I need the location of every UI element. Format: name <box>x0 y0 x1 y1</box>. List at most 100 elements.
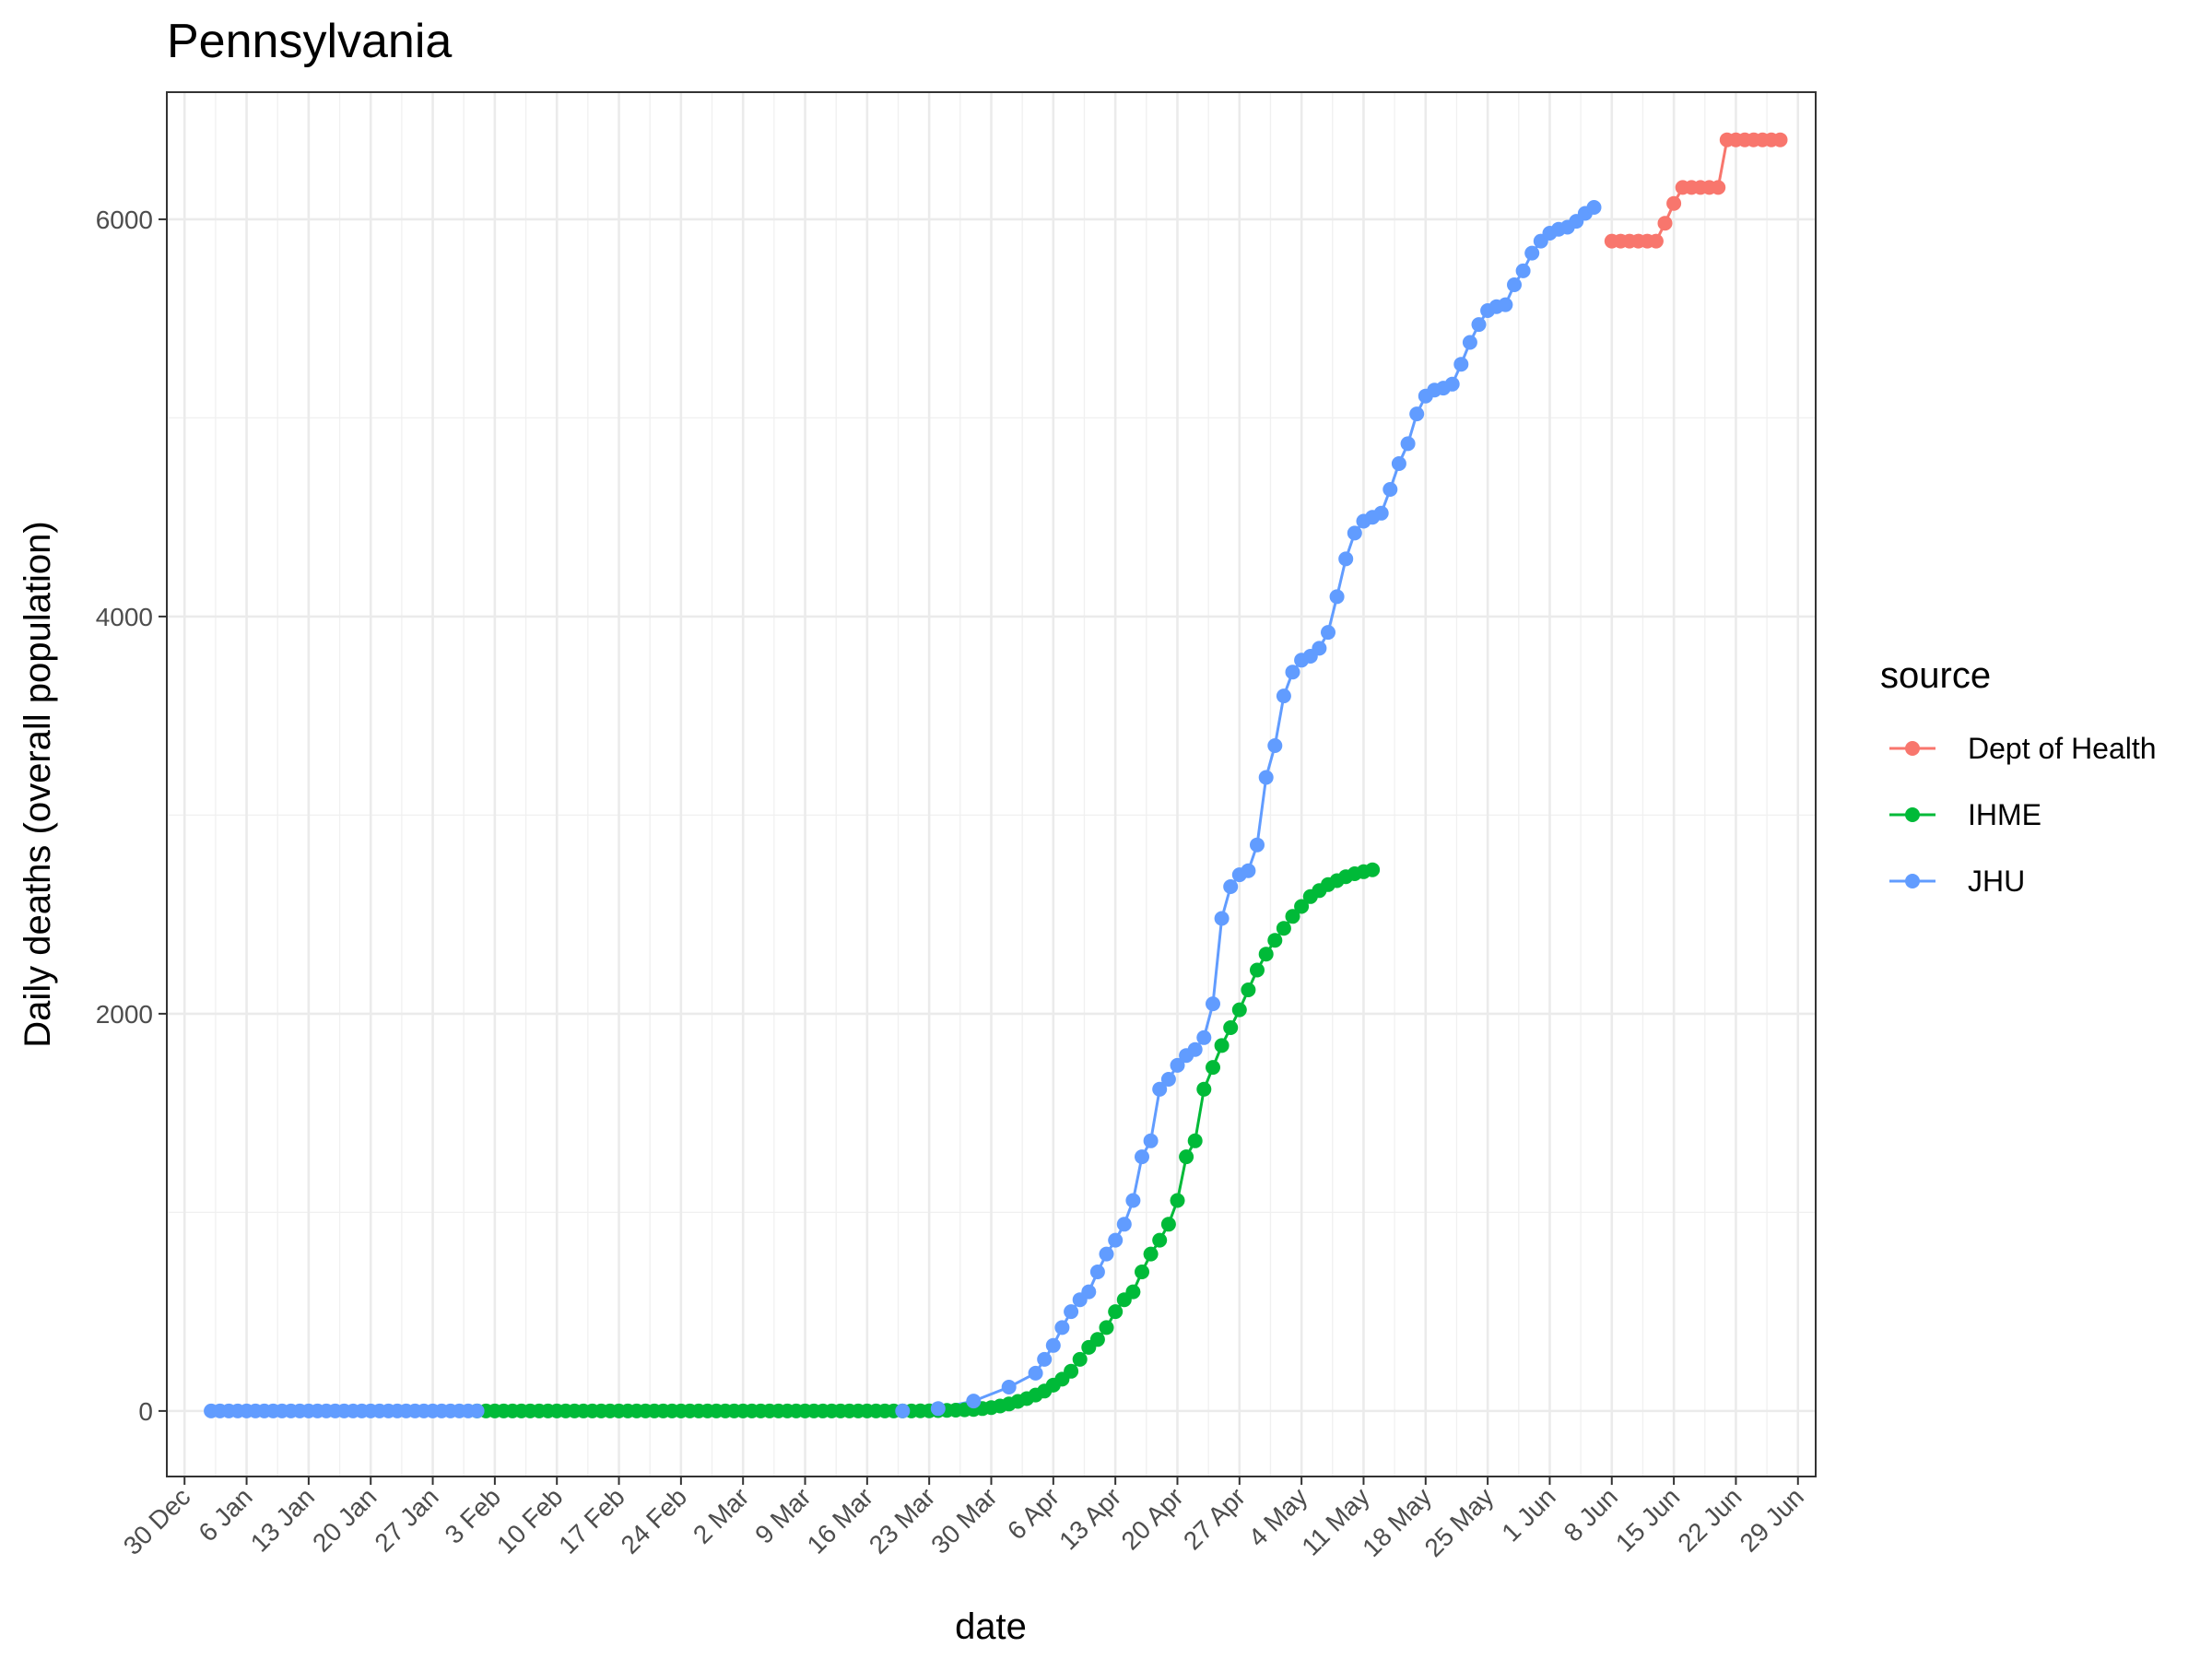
data-point-ihme <box>1179 1149 1194 1165</box>
data-point-jhu <box>1515 263 1531 278</box>
data-point-jhu <box>1453 357 1469 372</box>
data-point-jhu <box>1045 1337 1061 1353</box>
data-point-ihme <box>1206 1060 1220 1076</box>
data-point-jhu <box>1160 1072 1176 1087</box>
y-axis-label: Daily deaths (overall population) <box>18 521 58 1047</box>
data-point-jhu <box>895 1403 911 1418</box>
legend-key-point-ihme <box>1905 807 1920 822</box>
data-point-ihme <box>1125 1284 1141 1300</box>
data-point-jhu <box>1524 245 1540 261</box>
data-point-jhu <box>1001 1380 1017 1394</box>
data-point-jhu <box>1187 1041 1203 1057</box>
data-point-jhu <box>1116 1217 1132 1232</box>
data-point-jhu <box>1170 1057 1185 1073</box>
data-point-jhu <box>1321 625 1335 641</box>
data-point-jhu <box>1028 1365 1043 1381</box>
data-point-ihme <box>1108 1304 1124 1320</box>
data-point-jhu <box>1152 1081 1168 1097</box>
legend: source Dept of Health IHME JHU <box>1880 655 2157 898</box>
data-point-jhu <box>1206 996 1220 1012</box>
data-point-jhu <box>930 1401 946 1417</box>
data-point-jhu <box>1241 863 1256 878</box>
data-point-jhu <box>966 1394 982 1409</box>
data-point-ihme <box>1099 1320 1114 1335</box>
data-point-jhu <box>1143 1133 1159 1148</box>
x-axis-label: date <box>955 1606 1027 1647</box>
grid <box>167 92 1816 1477</box>
data-point-jhu <box>1409 406 1425 422</box>
data-point-ihme <box>1160 1217 1176 1232</box>
data-point-dept-of-health <box>1666 195 1682 211</box>
data-point-dept-of-health <box>1657 216 1673 231</box>
data-point-jhu <box>1064 1304 1079 1320</box>
data-point-dept-of-health <box>1648 233 1664 249</box>
data-point-jhu <box>1382 482 1398 497</box>
data-point-jhu <box>469 1403 485 1418</box>
data-point-ihme <box>1250 962 1265 978</box>
legend-key-point-jhu <box>1905 874 1920 888</box>
data-point-jhu <box>1196 1030 1212 1045</box>
data-point-jhu <box>1037 1351 1053 1367</box>
data-point-dept-of-health <box>1772 132 1788 147</box>
data-point-ihme <box>1365 862 1381 877</box>
data-point-jhu <box>1125 1193 1141 1208</box>
data-point-jhu <box>1089 1265 1105 1279</box>
data-point-jhu <box>1081 1284 1097 1300</box>
y-axis-ticks: 0 2000 4000 6000 <box>96 206 167 1426</box>
data-point-ihme <box>1214 1038 1230 1053</box>
data-point-ihme <box>1187 1133 1203 1148</box>
data-point-ihme <box>1223 1020 1239 1035</box>
data-point-ihme <box>1276 921 1291 936</box>
data-point-jhu <box>1462 335 1477 350</box>
data-point-jhu <box>1329 589 1345 605</box>
data-point-jhu <box>1285 665 1300 680</box>
legend-title: source <box>1880 655 1991 696</box>
data-point-jhu <box>1267 738 1283 753</box>
data-point-ihme <box>1072 1351 1088 1367</box>
data-point-jhu <box>1312 641 1327 656</box>
data-point-jhu <box>1444 376 1460 392</box>
data-point-jhu <box>1099 1246 1114 1262</box>
data-point-dept-of-health <box>1711 180 1726 195</box>
legend-key-point-dept-of-health <box>1905 741 1920 756</box>
data-point-ihme <box>1241 982 1256 997</box>
data-point-jhu <box>1498 297 1513 312</box>
data-point-jhu <box>1108 1232 1124 1248</box>
data-point-ihme <box>1135 1265 1149 1279</box>
data-point-jhu <box>1373 505 1389 521</box>
legend-label-ihme: IHME <box>1968 798 2041 831</box>
data-point-jhu <box>1135 1149 1149 1165</box>
data-point-ihme <box>1285 909 1300 924</box>
y-tick-label: 6000 <box>96 206 153 234</box>
legend-label-dept-of-health: Dept of Health <box>1968 732 2157 765</box>
data-point-ihme <box>1294 899 1310 914</box>
data-point-ihme <box>1089 1332 1105 1347</box>
legend-label-jhu: JHU <box>1968 865 2025 898</box>
data-point-ihme <box>1170 1193 1185 1208</box>
data-point-ihme <box>1064 1363 1079 1379</box>
data-point-ihme <box>1196 1081 1212 1097</box>
data-point-jhu <box>1223 879 1239 894</box>
data-point-jhu <box>1276 688 1291 704</box>
data-point-ihme <box>1258 947 1274 962</box>
data-point-jhu <box>1400 436 1416 452</box>
data-point-jhu <box>1391 456 1406 471</box>
data-point-jhu <box>1586 200 1602 215</box>
data-point-ihme <box>1231 1002 1247 1018</box>
chart-title: Pennsylvania <box>167 15 452 68</box>
y-tick-label: 2000 <box>96 1000 153 1029</box>
data-point-jhu <box>1258 770 1274 785</box>
data-point-ihme <box>1267 933 1283 948</box>
data-point-jhu <box>1347 525 1362 541</box>
series-points <box>204 132 1788 1418</box>
data-point-ihme <box>1143 1246 1159 1262</box>
data-point-jhu <box>1214 911 1230 926</box>
data-point-jhu <box>1338 551 1354 567</box>
y-tick-label: 0 <box>138 1397 153 1426</box>
data-point-jhu <box>1507 277 1522 292</box>
data-point-jhu <box>1250 837 1265 853</box>
data-point-ihme <box>1152 1232 1168 1248</box>
data-point-jhu <box>1471 317 1487 333</box>
